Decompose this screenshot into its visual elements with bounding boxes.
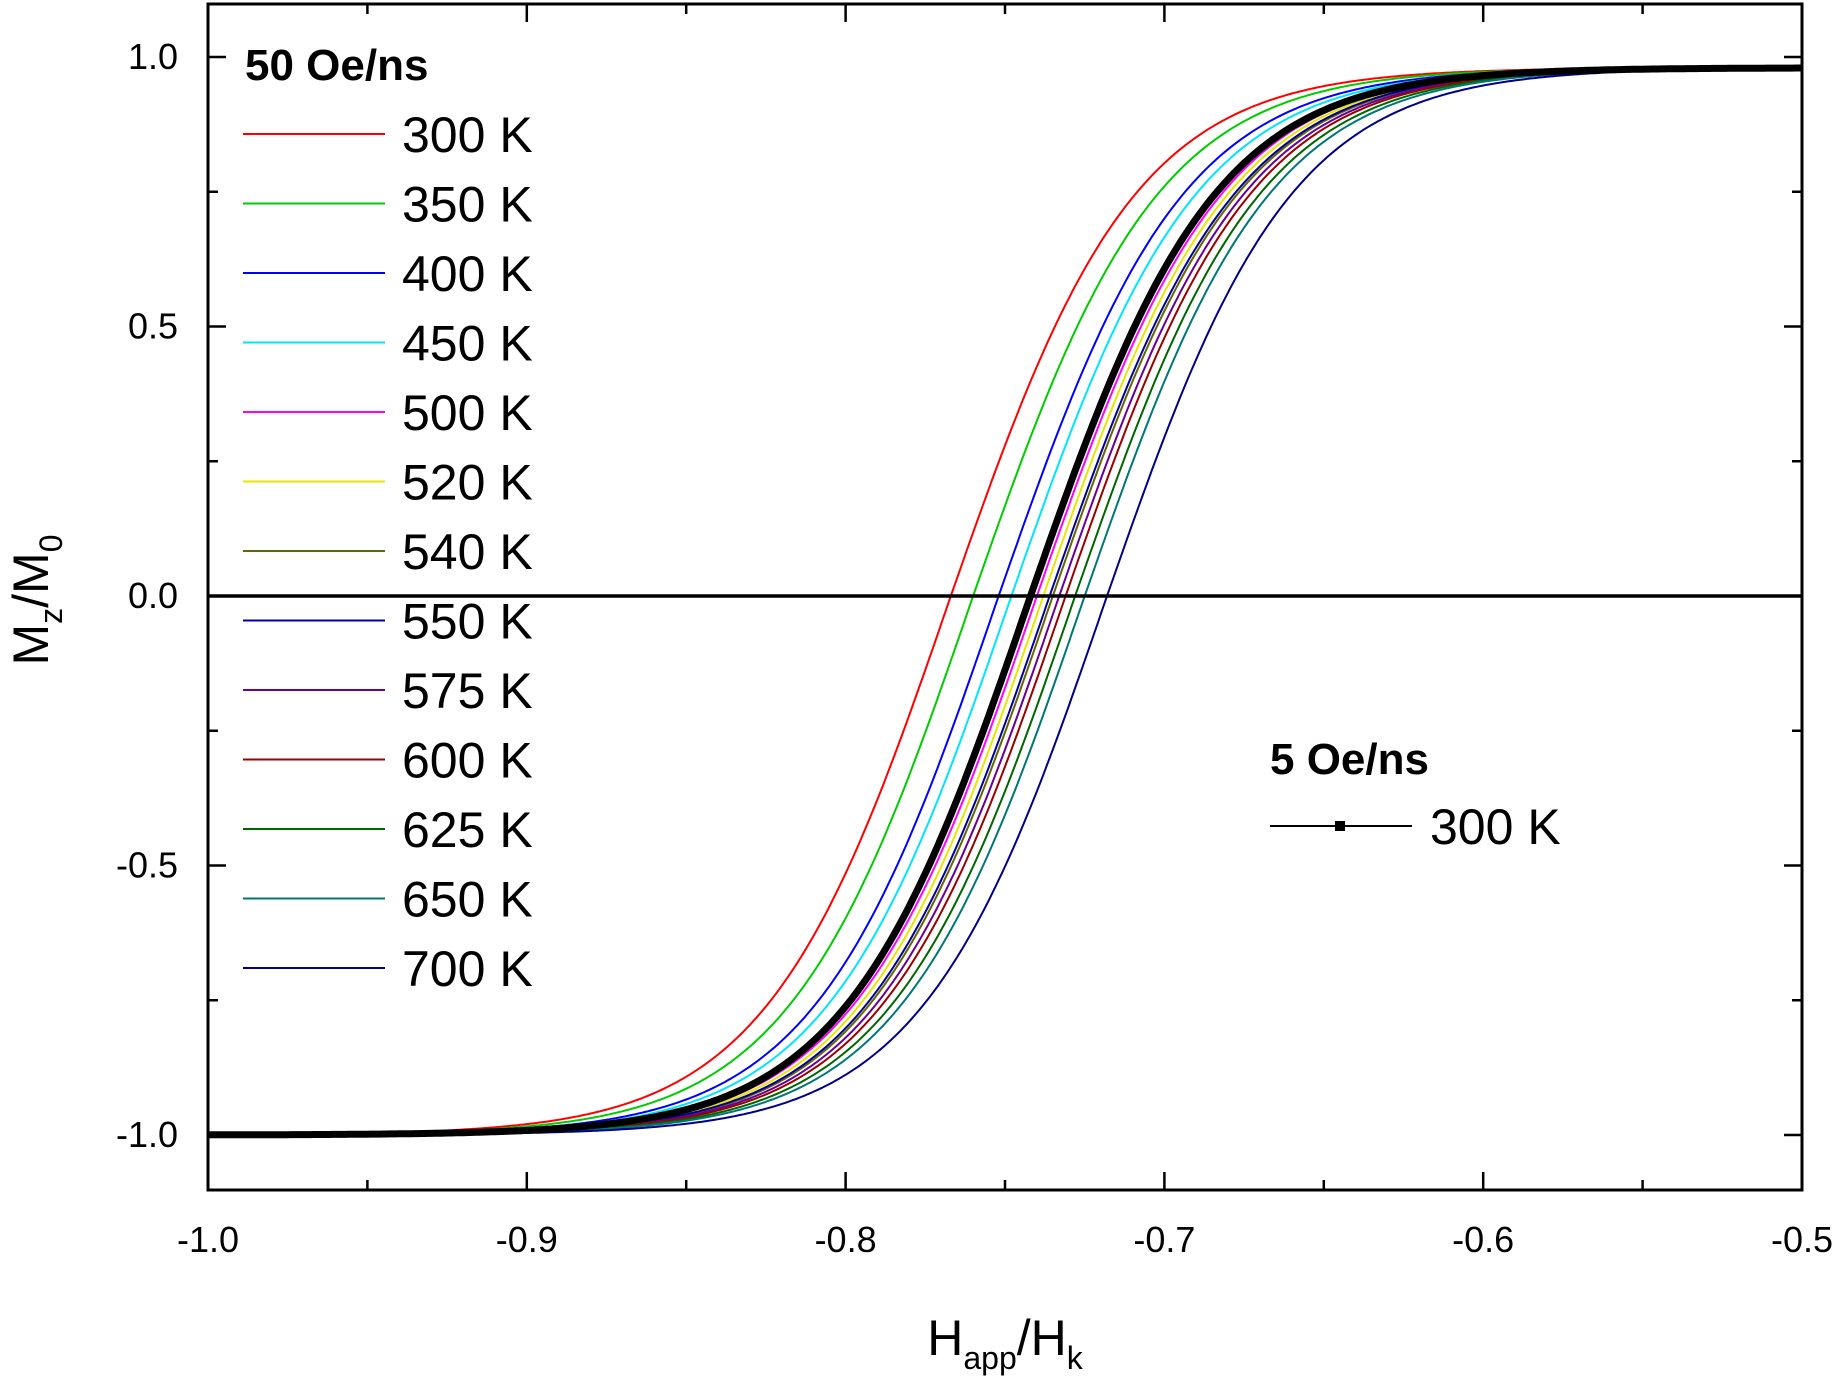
x-tick-label: -0.5	[1771, 1219, 1833, 1260]
legend-label: 575 K	[402, 663, 533, 719]
x-axis-title: Happ/Hk	[927, 1310, 1084, 1376]
legend-label: 450 K	[402, 316, 533, 372]
axis-tick-labels: -1.0 -0.9 -0.8 -0.7 -0.6 -0.5 -1.0 -0.5 0.0 0.5 1.…	[116, 36, 1833, 1260]
legend-label: 700 K	[402, 941, 533, 997]
legend-marker	[1335, 821, 1345, 831]
legend-50-title: 50 Oe/ns	[245, 41, 428, 90]
legend-5-title: 5 Oe/ns	[1270, 735, 1429, 784]
axis-ticks	[206, 4, 1804, 1190]
legend-label: 300 K	[402, 107, 533, 163]
legend-label: 300 K	[1430, 799, 1561, 855]
y-tick-label: 0.0	[128, 575, 178, 616]
legend-label: 520 K	[402, 455, 533, 511]
x-tick-label: -0.6	[1452, 1219, 1514, 1260]
legend-label: 650 K	[402, 872, 533, 928]
x-tick-label: -0.7	[1133, 1219, 1195, 1260]
x-tick-label: -0.8	[815, 1219, 877, 1260]
legend-label: 500 K	[402, 385, 533, 441]
y-tick-label: -0.5	[116, 845, 178, 886]
legend-50: 300 K 350 K 400 K 450 K 500 K 520 K 540 K 550 K…	[243, 107, 533, 997]
y-tick-label: 1.0	[128, 36, 178, 77]
y-tick-label: 0.5	[128, 306, 178, 347]
series-line-5oe	[207, 64, 1802, 1139]
curves-layer	[207, 64, 1803, 1139]
x-tick-label: -0.9	[496, 1219, 558, 1260]
y-axis-title: Mz/M0	[3, 535, 69, 666]
y-tick-label: -1.0	[116, 1114, 178, 1155]
legend-label: 600 K	[402, 733, 533, 789]
legend-label: 625 K	[402, 802, 533, 858]
legend-5: 300 K	[1270, 799, 1561, 855]
legend-label: 350 K	[402, 177, 533, 233]
legend-label: 400 K	[402, 246, 533, 302]
legend-label: 540 K	[402, 524, 533, 580]
legend-label: 550 K	[402, 594, 533, 650]
x-tick-label: -1.0	[177, 1219, 239, 1260]
